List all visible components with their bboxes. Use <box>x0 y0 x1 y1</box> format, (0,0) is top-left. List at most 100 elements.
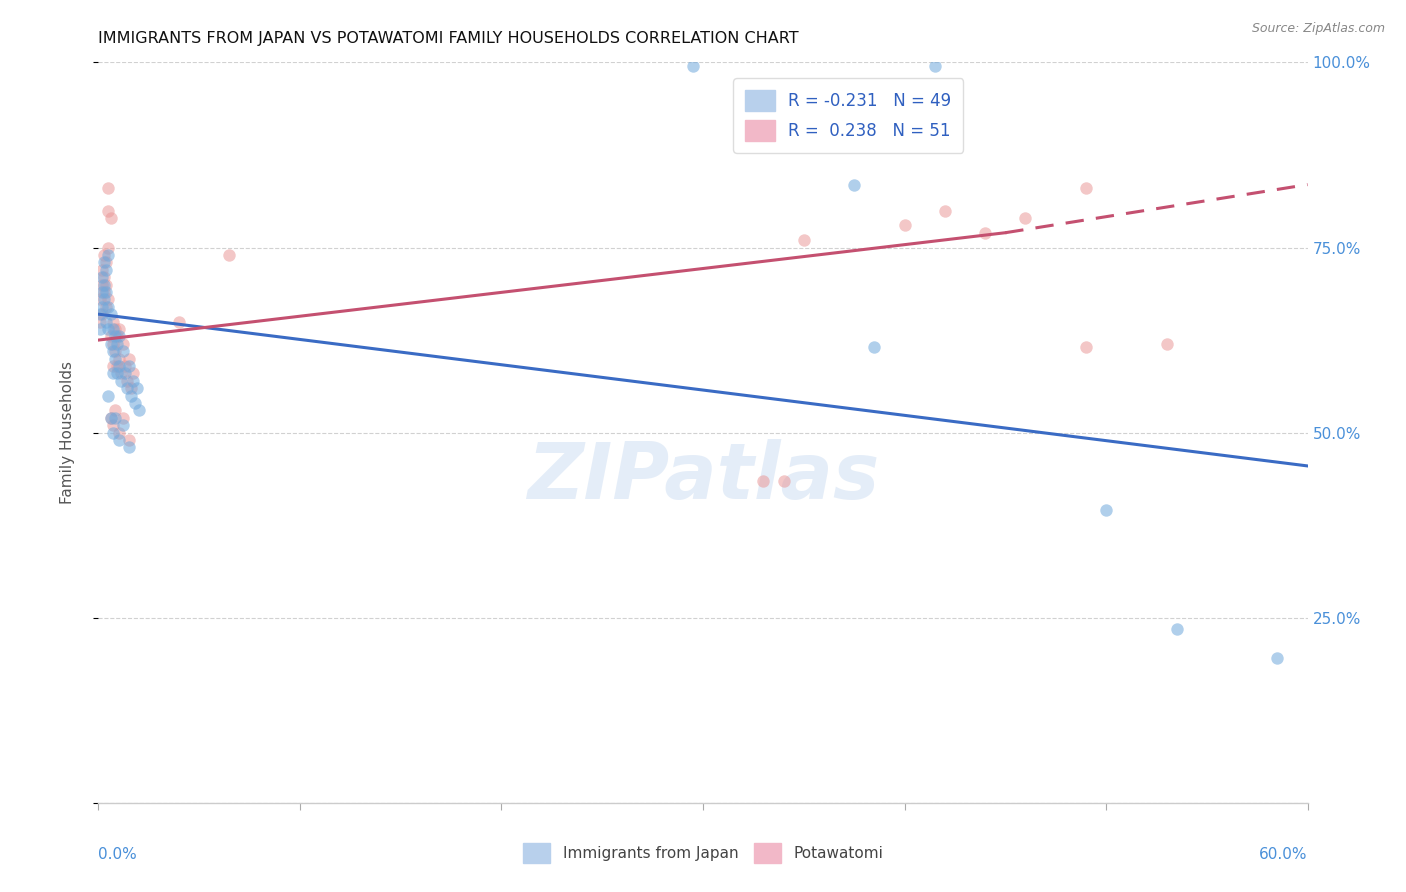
Point <box>93 285 115 299</box>
Point <box>96 285 118 299</box>
Point <box>934 203 956 218</box>
Point <box>89 307 111 321</box>
Point <box>97 388 120 402</box>
Point <box>103 403 125 417</box>
Point <box>91 262 114 277</box>
Point <box>91 307 114 321</box>
Point <box>1074 181 1097 195</box>
Point <box>91 285 114 299</box>
Point <box>893 219 915 233</box>
Point <box>91 300 114 314</box>
Point <box>96 314 118 328</box>
Point <box>111 336 134 351</box>
Point <box>93 277 115 292</box>
Point <box>118 359 141 373</box>
Point <box>107 322 129 336</box>
Point <box>101 322 124 336</box>
Point <box>110 374 132 388</box>
Point <box>1074 341 1097 355</box>
Point <box>924 59 946 73</box>
Point <box>103 351 125 366</box>
Point <box>1014 211 1036 225</box>
Point <box>107 425 129 440</box>
Point <box>97 300 120 314</box>
Point <box>97 248 120 262</box>
Text: Source: ZipAtlas.com: Source: ZipAtlas.com <box>1251 22 1385 36</box>
Point <box>114 367 136 381</box>
Point <box>96 300 118 314</box>
Point <box>103 344 125 359</box>
Point <box>100 329 122 343</box>
Point <box>111 418 134 433</box>
Point <box>100 307 122 321</box>
Point <box>97 240 120 255</box>
Y-axis label: Family Households: Family Households <box>60 361 75 504</box>
Point <box>105 359 128 373</box>
Point <box>863 341 886 355</box>
Point <box>103 322 125 336</box>
Point <box>105 367 128 381</box>
Point <box>124 396 146 410</box>
Point <box>105 336 128 351</box>
Point <box>100 211 122 225</box>
Point <box>91 270 114 285</box>
Point <box>118 351 141 366</box>
Point <box>167 314 190 328</box>
Point <box>89 314 111 328</box>
Point <box>96 277 118 292</box>
Point <box>105 329 128 343</box>
Point <box>218 248 240 262</box>
Point <box>91 277 114 292</box>
Point <box>118 441 141 455</box>
Point <box>111 344 134 359</box>
Point <box>844 178 866 192</box>
Point <box>120 388 142 402</box>
Point <box>101 367 124 381</box>
Point <box>121 367 143 381</box>
Point <box>96 255 118 269</box>
Point <box>97 293 120 307</box>
Point <box>101 425 124 440</box>
Point <box>1156 336 1178 351</box>
Point <box>682 59 704 73</box>
Point <box>1267 651 1289 665</box>
Point <box>100 336 122 351</box>
Point <box>97 322 120 336</box>
Text: IMMIGRANTS FROM JAPAN VS POTAWATOMI FAMILY HOUSEHOLDS CORRELATION CHART: IMMIGRANTS FROM JAPAN VS POTAWATOMI FAMI… <box>98 31 799 46</box>
Point <box>107 351 129 366</box>
Point <box>128 403 150 417</box>
Point <box>111 410 134 425</box>
Point <box>110 367 132 381</box>
Point <box>101 336 124 351</box>
Point <box>115 381 138 395</box>
Legend: Immigrants from Japan, Potawatomi: Immigrants from Japan, Potawatomi <box>517 838 889 869</box>
Point <box>101 418 124 433</box>
Point <box>101 314 124 328</box>
Point <box>793 233 815 247</box>
Point <box>107 329 129 343</box>
Point <box>114 359 136 373</box>
Point <box>100 410 122 425</box>
Text: 60.0%: 60.0% <box>1260 847 1308 863</box>
Point <box>121 374 143 388</box>
Point <box>107 359 129 373</box>
Point <box>97 181 120 195</box>
Point <box>101 359 124 373</box>
Point <box>974 226 997 240</box>
Point <box>89 322 111 336</box>
Point <box>1095 503 1118 517</box>
Point <box>89 293 111 307</box>
Point <box>115 374 138 388</box>
Point <box>93 248 115 262</box>
Point <box>103 329 125 343</box>
Point <box>93 270 115 285</box>
Point <box>118 433 141 447</box>
Text: ZIPatlas: ZIPatlas <box>527 439 879 515</box>
Point <box>772 474 794 488</box>
Point <box>100 410 122 425</box>
Point <box>752 474 775 488</box>
Point <box>120 381 142 395</box>
Point <box>107 433 129 447</box>
Point <box>93 255 115 269</box>
Point <box>96 262 118 277</box>
